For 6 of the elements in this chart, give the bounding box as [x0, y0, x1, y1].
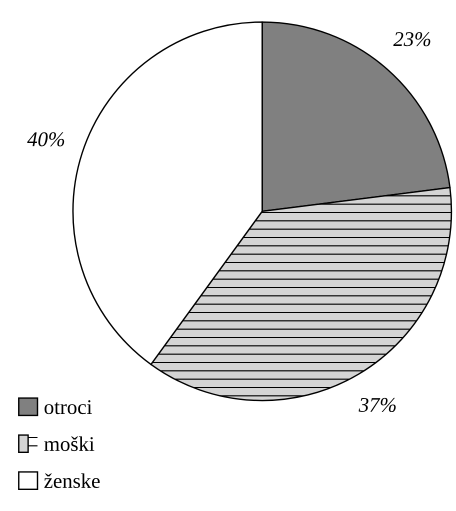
legend-label: otroci — [44, 400, 92, 414]
legend-label: ženske — [44, 473, 100, 488]
data-label: 40% — [27, 132, 64, 146]
legend-label: moški — [44, 436, 94, 452]
data-label: 23% — [393, 32, 430, 46]
data-label: 37% — [358, 398, 396, 412]
